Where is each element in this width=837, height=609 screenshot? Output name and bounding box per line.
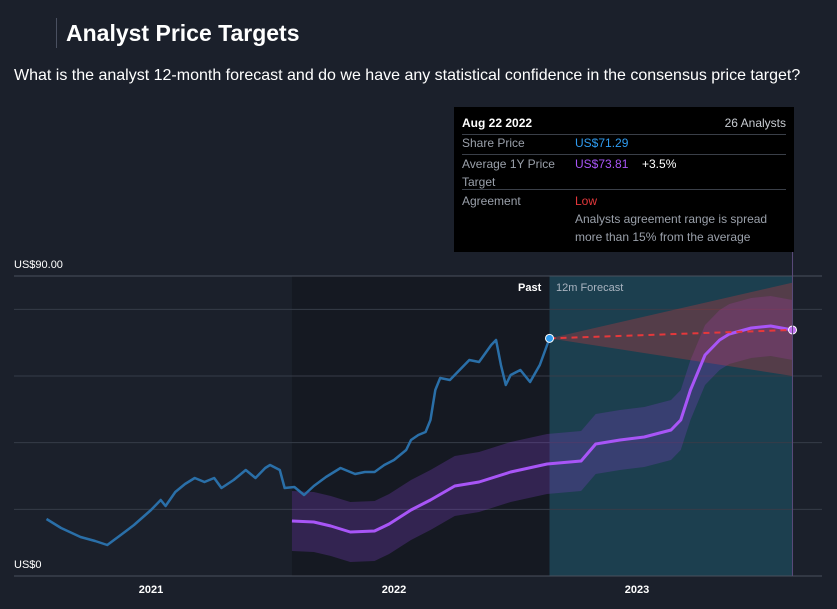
question-text: What is the analyst 12-month forecast an… [14,67,801,84]
x-tick-2023: 2023 [624,584,650,596]
divider [462,134,786,135]
divider [462,189,786,190]
forecast-cone [549,282,793,376]
analyst-count: 26 Analysts [724,116,786,130]
share-price-line [45,337,551,547]
divider [462,154,786,155]
average-target-line [291,324,793,534]
forecast-region [549,276,793,576]
share-price-value: US$71.29 [575,136,629,150]
target-value: US$73.81 [575,157,629,171]
agreement-note: Analysts agreement range is spread more t… [575,212,768,244]
forecast-label: 12m Forecast [556,282,624,294]
current-price-point [545,333,555,343]
tooltip-date: Aug 22 2022 [462,116,533,130]
agreement-value: Low [575,194,598,208]
tooltip-header: Aug 22 2022 26 Analysts [462,116,786,130]
y-label-top: US$90.00 [14,259,63,271]
past-label: Past [518,282,542,294]
tooltip: Aug 22 2022 26 Analysts Share Price US$7… [454,107,794,252]
target-confidence-band [291,296,793,562]
share-price-label: Share Price [462,136,525,150]
y-label-bottom: US$0 [14,559,42,571]
agreement-label: Agreement [462,194,521,208]
target-change: +3.5% [642,157,677,171]
page-title: Analyst Price Targets [56,18,300,48]
forecast-dashed-line [549,328,793,340]
x-tick-2022: 2022 [381,584,407,596]
x-tick-2021: 2021 [138,584,164,596]
target-label: Average 1Y Price Target [462,157,555,189]
